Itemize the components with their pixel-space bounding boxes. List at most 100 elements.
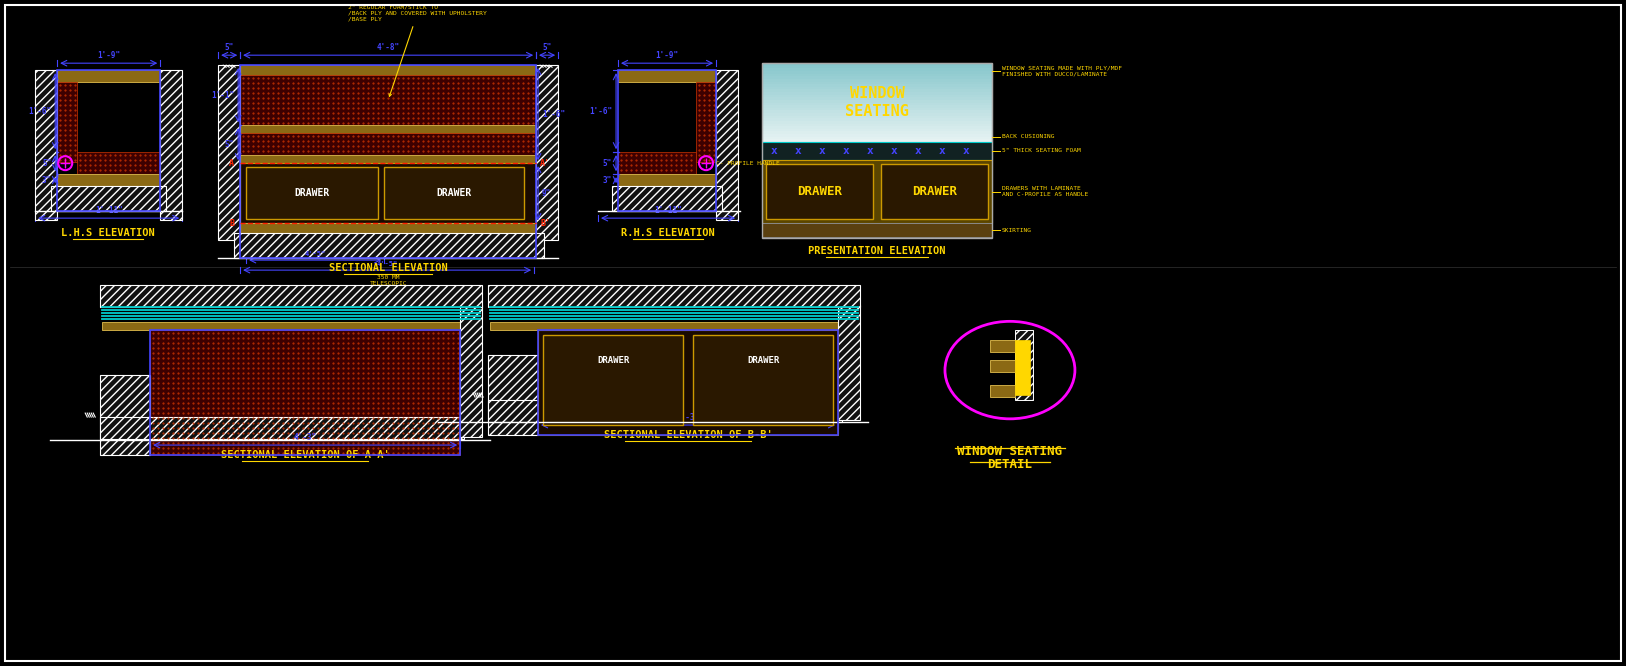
Bar — [76, 152, 161, 174]
Bar — [763, 79, 992, 82]
Bar — [763, 126, 992, 129]
Bar — [543, 335, 683, 425]
Text: 9": 9" — [541, 188, 551, 198]
Bar — [763, 63, 992, 67]
Bar — [763, 87, 992, 90]
Text: 5": 5" — [603, 159, 611, 168]
Bar — [384, 167, 524, 219]
Bar — [36, 70, 57, 220]
Text: 4'-5": 4'-5" — [304, 251, 325, 257]
Text: 1'-6": 1'-6" — [28, 107, 52, 116]
Bar — [488, 285, 860, 307]
Bar — [489, 322, 859, 330]
Bar — [837, 305, 860, 420]
Bar — [763, 142, 992, 160]
Bar — [618, 174, 715, 186]
Bar — [241, 125, 537, 133]
Bar — [763, 116, 992, 119]
Text: DETAIL: DETAIL — [987, 458, 1033, 471]
Text: A: A — [229, 159, 234, 168]
Text: 1'-11": 1'-11" — [654, 206, 681, 215]
Bar — [696, 82, 715, 162]
Bar — [693, 335, 833, 425]
Bar — [763, 100, 992, 103]
Text: 5": 5" — [224, 43, 234, 52]
Bar — [102, 322, 480, 330]
Bar — [1015, 330, 1033, 400]
Bar — [763, 111, 992, 113]
Bar — [763, 121, 992, 124]
Bar — [618, 152, 696, 174]
Bar — [990, 340, 1015, 352]
Bar — [763, 134, 992, 137]
Text: 1'-9": 1'-9" — [98, 51, 120, 60]
Bar — [763, 97, 992, 101]
Text: C- PROFILE HANDLE: C- PROFILE HANDLE — [715, 161, 780, 166]
Text: 350 MM
TELESCOPIC
CHANNEL: 350 MM TELESCOPIC CHANNEL — [369, 275, 406, 292]
Text: DRAWER: DRAWER — [294, 188, 330, 198]
Bar — [246, 167, 379, 219]
Bar — [763, 105, 992, 109]
Bar — [52, 186, 166, 211]
Bar — [488, 400, 842, 422]
Text: WINDOW SEATING MADE WITH PLY/MDF
FINISHED WITH DUCCO/LAMINATE: WINDOW SEATING MADE WITH PLY/MDF FINISHE… — [1002, 66, 1122, 77]
Bar — [763, 71, 992, 74]
Bar — [241, 163, 537, 223]
Bar — [538, 330, 837, 435]
Bar — [763, 131, 992, 135]
Bar — [234, 233, 545, 258]
Text: DRAWER: DRAWER — [746, 356, 779, 364]
Bar — [763, 108, 992, 111]
Bar — [763, 139, 992, 143]
Bar — [990, 385, 1015, 397]
Bar — [763, 129, 992, 132]
Bar — [537, 65, 558, 240]
Text: A': A' — [540, 159, 550, 168]
Bar — [763, 160, 992, 223]
Text: DRAWER: DRAWER — [912, 185, 958, 198]
Bar — [611, 186, 722, 211]
Bar — [57, 82, 76, 162]
Text: SECTIONAL ELEVATION OF A-A': SECTIONAL ELEVATION OF A-A' — [221, 450, 390, 460]
Bar — [57, 174, 161, 186]
Bar — [241, 75, 537, 125]
Text: x: x — [914, 146, 922, 156]
Bar — [763, 74, 992, 77]
Bar — [763, 66, 992, 69]
Bar — [150, 330, 460, 455]
Bar — [763, 92, 992, 95]
Bar — [763, 103, 992, 106]
Text: 2" REGULAR FOAM/STICK TO
/BACK PLY AND COVERED WITH UPHOLSTERY
/BASE PLY: 2" REGULAR FOAM/STICK TO /BACK PLY AND C… — [348, 5, 486, 97]
Bar — [763, 63, 992, 238]
Text: 4'-3": 4'-3" — [676, 413, 699, 422]
Text: DRAWERS WITH LAMINATE
AND C-PROFILE AS HANDLE: DRAWERS WITH LAMINATE AND C-PROFILE AS H… — [1002, 186, 1088, 197]
Bar — [101, 375, 150, 455]
Text: SECTIONAL ELEVATION OF B-B': SECTIONAL ELEVATION OF B-B' — [603, 430, 772, 440]
Text: 4'-2": 4'-2" — [603, 401, 624, 407]
Bar — [460, 305, 481, 437]
Bar — [488, 355, 538, 435]
Text: 4'-5": 4'-5" — [377, 261, 398, 267]
Text: 3": 3" — [603, 176, 611, 184]
Bar — [241, 65, 537, 75]
Bar — [150, 330, 460, 455]
Bar — [763, 81, 992, 85]
Text: 4'-3": 4'-3" — [294, 433, 317, 442]
Text: 3": 3" — [42, 176, 52, 184]
Text: x: x — [771, 146, 777, 156]
Text: 4'-7": 4'-7" — [753, 401, 774, 407]
Text: 1'-1": 1'-1" — [211, 91, 234, 100]
Bar — [766, 164, 873, 219]
Text: PRESENTATION ELEVATION: PRESENTATION ELEVATION — [808, 246, 946, 256]
Bar — [763, 137, 992, 140]
Bar — [538, 330, 837, 435]
Bar — [241, 133, 537, 155]
Bar — [241, 155, 537, 163]
Bar — [161, 70, 182, 220]
Bar — [763, 89, 992, 93]
Bar — [241, 65, 537, 258]
Text: 1'-6": 1'-6" — [541, 110, 566, 119]
Text: R.H.S ELEVATION: R.H.S ELEVATION — [621, 228, 715, 238]
Text: x: x — [842, 146, 849, 156]
Bar — [618, 70, 715, 211]
